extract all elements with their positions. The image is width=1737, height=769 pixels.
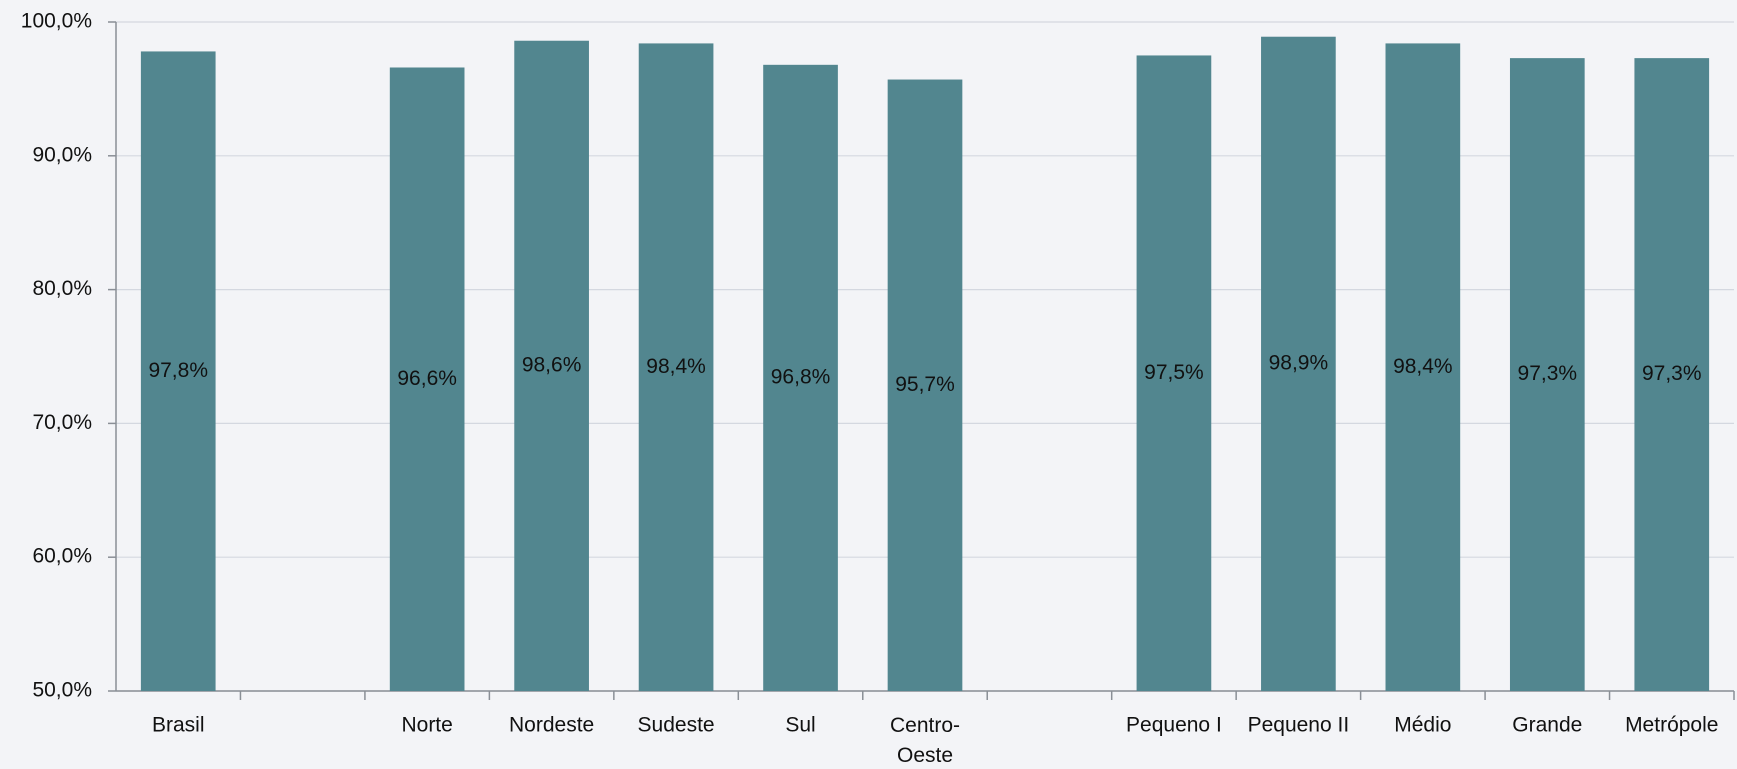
bar <box>1509 58 1585 692</box>
x-tick-label: Sudeste <box>638 714 715 737</box>
bar <box>638 43 714 691</box>
data-label: 98,4% <box>646 355 706 378</box>
bar <box>140 51 216 692</box>
data-label: 96,8% <box>771 365 831 388</box>
bar <box>1385 43 1461 691</box>
data-label: 95,7% <box>895 373 955 396</box>
x-tick-label: Centro-Oeste <box>890 714 960 767</box>
bar <box>887 79 963 691</box>
bar <box>1136 55 1212 691</box>
data-label: 97,8% <box>148 359 208 382</box>
data-label: 98,4% <box>1393 355 1453 378</box>
data-label: 97,3% <box>1642 362 1702 385</box>
bar <box>389 67 465 691</box>
data-label: 97,5% <box>1144 361 1204 384</box>
x-tick-label: Brasil <box>152 714 205 737</box>
y-tick-label: 60,0% <box>32 545 92 568</box>
x-tick-label: Metrópole <box>1625 714 1718 737</box>
y-tick-label: 50,0% <box>32 679 92 702</box>
y-tick-label: 80,0% <box>32 277 92 300</box>
y-tick-label: 70,0% <box>32 411 92 434</box>
bar <box>514 40 589 692</box>
data-label: 98,6% <box>522 353 582 376</box>
y-tick-label: 90,0% <box>32 143 92 166</box>
x-tick-label: Norte <box>401 714 452 737</box>
data-label: 97,3% <box>1518 362 1578 385</box>
bar <box>1634 58 1710 692</box>
x-tick-label: Pequeno I <box>1126 714 1222 737</box>
x-tick-label: Sul <box>785 714 815 737</box>
data-label: 98,9% <box>1269 351 1329 374</box>
x-tick-label: Grande <box>1512 714 1582 737</box>
bar <box>763 64 838 692</box>
x-tick-label: Nordeste <box>509 714 594 737</box>
x-tick-label: Médio <box>1394 714 1451 737</box>
data-label: 96,6% <box>397 367 457 390</box>
x-tick-label: Pequeno II <box>1248 714 1350 737</box>
bar <box>1261 36 1336 691</box>
y-tick-label: 100,0% <box>21 10 92 33</box>
